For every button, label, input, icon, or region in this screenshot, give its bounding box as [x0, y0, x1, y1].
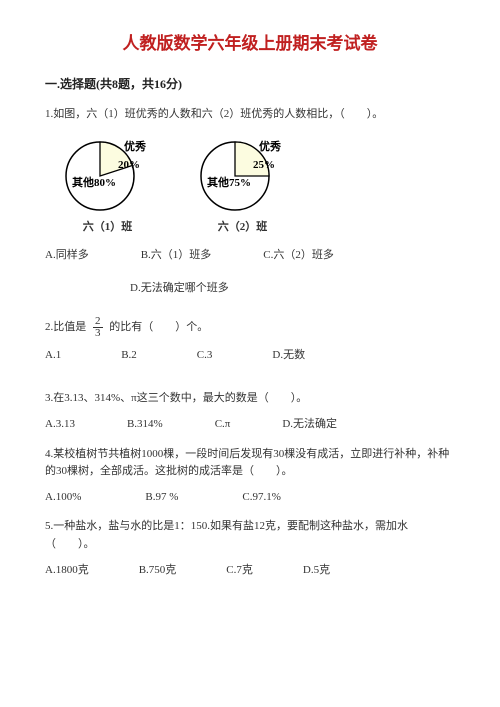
q2-optC: C.3 — [197, 347, 213, 365]
chart1-other-label: 其他80% — [72, 175, 116, 189]
q3-optA: A.3.13 — [45, 416, 75, 434]
q4-optA: A.100% — [45, 489, 81, 507]
q1-text: 1.如图，六（1）班优秀的人数和六（2）班优秀的人数相比，（ ）。 — [45, 106, 455, 124]
pie-chart-1: 优秀 20% 其他80% — [60, 134, 155, 214]
q4-optC: C.97.1% — [242, 489, 281, 507]
chart2-slice-label: 优秀 — [259, 139, 281, 153]
question-5: 5.一种盐水，盐与水的比是1：150.如果有盐12克，要配制这种盐水，需加水（ … — [45, 518, 455, 579]
chart2-caption: 六（2）班 — [218, 219, 268, 237]
q2-optA: A.1 — [45, 347, 61, 365]
question-1: 1.如图，六（1）班优秀的人数和六（2）班优秀的人数相比，（ ）。 优秀 20%… — [45, 106, 455, 297]
question-3: 3.在3.13、314%、π这三个数中，最大的数是（ ）。 A.3.13 B.3… — [45, 390, 455, 433]
q1-options-row1: A.同样多 B.六（1）班多 C.六（2）班多 — [45, 247, 455, 265]
q3-options: A.3.13 B.314% C.π D.无法确定 — [45, 416, 455, 434]
exam-page: 人教版数学六年级上册期末考试卷 一.选择题(共8题，共16分) 1.如图，六（1… — [0, 0, 500, 611]
chart1-slice-pct: 20% — [118, 159, 140, 171]
exam-title: 人教版数学六年级上册期末考试卷 — [45, 30, 455, 57]
q4-options: A.100% B.97 % C.97.1% — [45, 489, 455, 507]
q5-text: 5.一种盐水，盐与水的比是1：150.如果有盐12克，要配制这种盐水，需加水（ … — [45, 518, 455, 553]
chart1-slice-label: 优秀 — [124, 139, 146, 153]
q5-optB: B.750克 — [139, 562, 177, 580]
chart1-caption: 六（1）班 — [83, 219, 133, 237]
q2-optD: D.无数 — [272, 347, 305, 365]
pie-chart-2: 优秀 25% 其他75% — [195, 134, 290, 214]
q1-charts: 优秀 20% 其他80% 六（1）班 优秀 25% 其他75% 六（2）班 — [60, 134, 455, 237]
q5-optC: C.7克 — [226, 562, 253, 580]
question-4: 4.某校植树节共植树1000棵，一段时间后发现有30棵没有成活，立即进行补种，补… — [45, 446, 455, 507]
q3-text: 3.在3.13、314%、π这三个数中，最大的数是（ ）。 — [45, 390, 455, 408]
q4-optB: B.97 % — [145, 489, 178, 507]
q2-text: 2.比值是 2 3 的比有（ ）个。 — [45, 316, 455, 339]
q1-optB: B.六（1）班多 — [141, 247, 212, 265]
q2-options: A.1 B.2 C.3 D.无数 — [45, 347, 455, 365]
chart-class1: 优秀 20% 其他80% 六（1）班 — [60, 134, 155, 237]
q1-optA: A.同样多 — [45, 247, 89, 265]
q3-optD: D.无法确定 — [282, 416, 337, 434]
q3-optC: C.π — [215, 416, 231, 434]
chart2-other-label: 其他75% — [207, 175, 251, 189]
q2-optB: B.2 — [121, 347, 137, 365]
chart-class2: 优秀 25% 其他75% 六（2）班 — [195, 134, 290, 237]
q3-optB: B.314% — [127, 416, 163, 434]
q5-optD: D.5克 — [303, 562, 330, 580]
q2-fraction: 2 3 — [93, 316, 103, 339]
chart2-slice-pct: 25% — [253, 159, 275, 171]
question-2: 2.比值是 2 3 的比有（ ）个。 A.1 B.2 C.3 D.无数 — [45, 316, 455, 365]
q5-optA: A.1800克 — [45, 562, 89, 580]
q1-optD: D.无法确定哪个班多 — [130, 280, 455, 298]
section-heading: 一.选择题(共8题，共16分) — [45, 75, 455, 94]
q1-optC: C.六（2）班多 — [263, 247, 334, 265]
q5-options: A.1800克 B.750克 C.7克 D.5克 — [45, 562, 455, 580]
q4-text: 4.某校植树节共植树1000棵，一段时间后发现有30棵没有成活，立即进行补种，补… — [45, 446, 455, 481]
